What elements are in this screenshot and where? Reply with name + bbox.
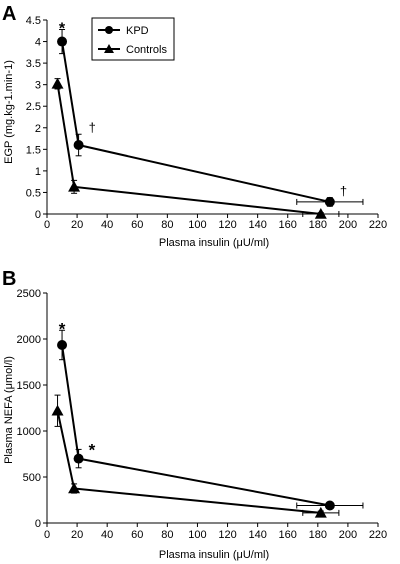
panel-letter-a: A (2, 3, 16, 25)
y-axis-title-a: EGP (mg.kg-1.min-1) (3, 60, 15, 164)
x-tick-label-b: 140 (248, 529, 266, 541)
x-tick-label-a: 0 (44, 219, 50, 231)
y-tick-label-a: 0.5 (26, 187, 41, 199)
data-point-controls (68, 180, 81, 192)
x-tick-label-b: 80 (161, 529, 173, 541)
y-tick-label-a: 3 (35, 80, 41, 92)
y-tick-label-b: 0 (35, 518, 41, 530)
x-tick-label-b: 40 (101, 529, 113, 541)
significance-marker: † (340, 184, 347, 199)
data-point-controls (314, 208, 327, 219)
x-tick-label-a: 40 (101, 219, 113, 231)
y-tick-label-a: 2.5 (26, 101, 41, 113)
panel-b: B 0 500 1000 1500 2000 2500 0 20 40 60 80 100 120 140… (2, 268, 387, 561)
data-point-controls (51, 77, 64, 89)
data-point-kpd (57, 36, 68, 47)
x-tick-label-a: 220 (369, 219, 387, 231)
x-tick-label-b: 0 (44, 529, 50, 541)
x-tick-label-b: 60 (131, 529, 143, 541)
significance-marker: * (59, 20, 66, 37)
significance-marker: † (89, 120, 96, 135)
panel-a: A 0 0.5 1 1.5 2 2.5 3 3.5 4 4.5 0 20 40 60 80 100 120 140… (2, 3, 387, 249)
x-tick-label-b: 220 (369, 529, 387, 541)
significance-marker: * (59, 319, 66, 338)
x-tick-label-a: 160 (279, 219, 297, 231)
panel-letter-b: B (2, 268, 16, 290)
x-tick-label-a: 80 (161, 219, 173, 231)
x-tick-label-a: 200 (339, 219, 357, 231)
x-axis-title-a: Plasma insulin (μU/ml) (159, 237, 269, 249)
legend-marker-controls (104, 44, 114, 53)
x-axis-title-b: Plasma insulin (μU/ml) (159, 549, 269, 561)
legend-label-kpd: KPD (126, 25, 149, 37)
series-line-kpd-b (61, 344, 331, 507)
data-point-controls (51, 404, 64, 416)
data-point-kpd (73, 140, 84, 151)
x-tick-label-b: 120 (218, 529, 236, 541)
y-tick-label-a: 4 (35, 37, 41, 49)
data-point-kpd (324, 196, 335, 207)
y-tick-label-a: 4.5 (26, 15, 41, 27)
x-tick-label-b: 200 (339, 529, 357, 541)
x-tick-label-b: 180 (309, 529, 327, 541)
legend: KPD Controls (91, 17, 175, 61)
x-tick-label-b: 20 (71, 529, 83, 541)
data-point-kpd (57, 339, 68, 350)
y-tick-label-a: 1.5 (26, 144, 41, 156)
x-tick-label-a: 120 (218, 219, 236, 231)
data-point-controls (68, 482, 81, 494)
y-tick-label-b: 500 (23, 472, 41, 484)
x-tick-label-a: 100 (188, 219, 206, 231)
x-tick-label-a: 60 (131, 219, 143, 231)
y-tick-label-b: 2000 (17, 334, 41, 346)
y-tick-label-a: 2 (35, 123, 41, 135)
significance-marker: * (89, 440, 96, 459)
y-tick-label-a: 3.5 (26, 58, 41, 70)
legend-label-controls: Controls (126, 44, 167, 56)
y-axis-title-b: Plasma NEFA (μmol/l) (3, 356, 15, 464)
data-point-controls (314, 506, 327, 518)
x-tick-label-a: 140 (248, 219, 266, 231)
legend-marker-kpd (105, 26, 113, 34)
y-tick-label-b: 1500 (17, 380, 41, 392)
data-point-kpd (73, 453, 84, 464)
x-tick-label-b: 160 (279, 529, 297, 541)
y-tick-label-b: 2500 (17, 288, 41, 300)
y-tick-label-a: 0 (35, 209, 41, 221)
x-tick-label-a: 180 (309, 219, 327, 231)
y-tick-label-a: 1 (35, 166, 41, 178)
x-tick-label-b: 100 (188, 529, 206, 541)
y-tick-label-b: 1000 (17, 426, 41, 438)
series-line-kpd-a (61, 41, 331, 203)
x-tick-label-a: 20 (71, 219, 83, 231)
data-point-kpd (324, 500, 335, 511)
